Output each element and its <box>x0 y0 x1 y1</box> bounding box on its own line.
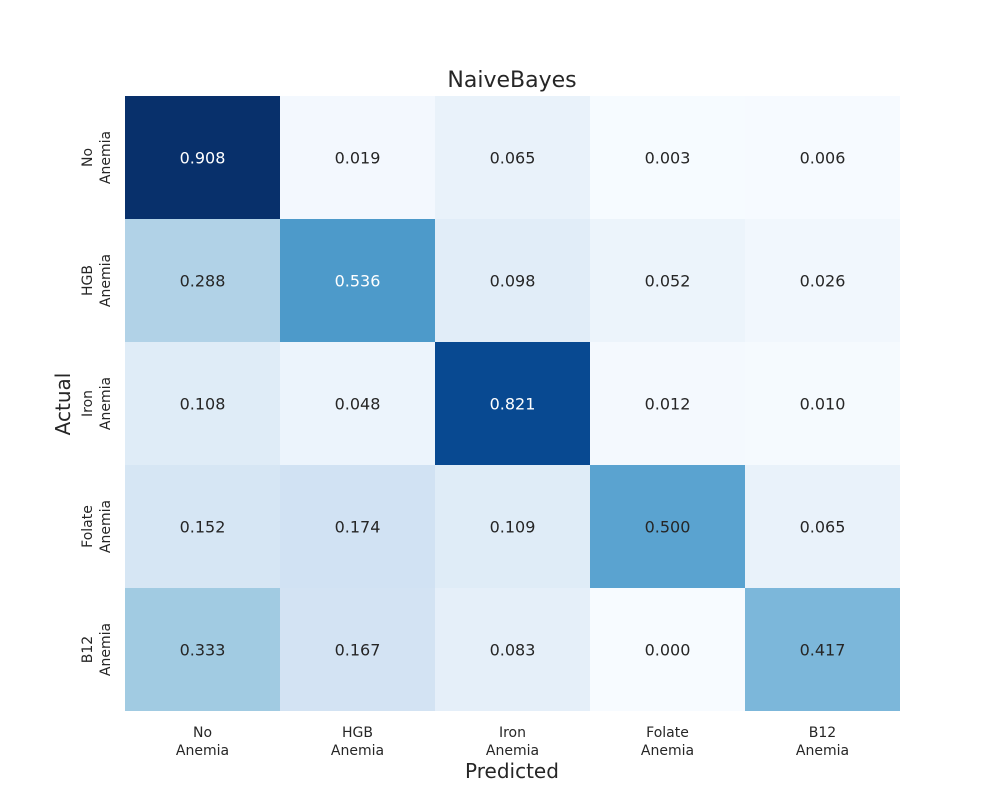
x-tick-label-1: HGB Anemia <box>331 725 384 759</box>
cell-value-label-r1-c2: 0.098 <box>490 272 536 291</box>
cell-value-label-r0-c0: 0.908 <box>180 149 226 168</box>
heatmap-cell-r1-c3 <box>590 219 745 342</box>
heatmap-cell-r4-c0 <box>125 588 280 711</box>
heatmap-cell-r3-c1 <box>280 465 435 588</box>
y-tick-labels: No Anemia HGB Anemia Iron Anemia Folate Anemia B… <box>80 131 114 676</box>
heatmap-cell-r0-c4 <box>745 96 900 219</box>
heatmap-cell-r1-c2 <box>435 219 590 342</box>
heatmap-cell-r4-c3 <box>590 588 745 711</box>
heatmap-cell-r2-c4 <box>745 342 900 465</box>
heatmap-cell-labels: 0.908 0.019 0.065 0.003 0.006 0.288 0.536 0.098… <box>180 149 846 660</box>
y-tick-label-0: No Anemia <box>80 131 114 184</box>
cell-value-label-r2-c3: 0.012 <box>645 395 691 414</box>
cell-value-label-r4-c3: 0.000 <box>645 641 691 660</box>
heatmap-cell-r3-c2 <box>435 465 590 588</box>
cell-value-label-r1-c1: 0.536 <box>335 272 381 291</box>
heatmap-cell-r4-c1 <box>280 588 435 711</box>
cell-value-label-r3-c2: 0.109 <box>490 518 536 537</box>
cell-value-label-r2-c4: 0.010 <box>800 395 846 414</box>
cell-value-label-r0-c2: 0.065 <box>490 149 536 168</box>
heatmap-cell-r4-c4 <box>745 588 900 711</box>
cell-value-label-r3-c3: 0.500 <box>645 518 691 537</box>
heatmap-cell-r1-c4 <box>745 219 900 342</box>
cell-value-label-r3-c0: 0.152 <box>180 518 226 537</box>
x-tick-label-3: Folate Anemia <box>641 725 694 759</box>
cell-value-label-r3-c4: 0.065 <box>800 518 846 537</box>
cell-value-label-r2-c0: 0.108 <box>180 395 226 414</box>
heatmap-cell-r4-c2 <box>435 588 590 711</box>
cell-value-label-r0-c3: 0.003 <box>645 149 691 168</box>
heatmap-cell-r0-c2 <box>435 96 590 219</box>
cell-value-label-r2-c2: 0.821 <box>490 395 536 414</box>
heatmap-cell-r3-c0 <box>125 465 280 588</box>
cell-value-label-r4-c0: 0.333 <box>180 641 226 660</box>
heatmap-cells <box>125 96 900 711</box>
cell-value-label-r4-c1: 0.167 <box>335 641 381 660</box>
y-tick-label-2: Iron Anemia <box>80 377 114 430</box>
y-tick-label-3: Folate Anemia <box>80 500 114 553</box>
heatmap-cell-r2-c3 <box>590 342 745 465</box>
cell-value-label-r3-c1: 0.174 <box>335 518 381 537</box>
heatmap-cell-r3-c4 <box>745 465 900 588</box>
cell-value-label-r0-c4: 0.006 <box>800 149 846 168</box>
y-axis-label: Actual <box>51 373 75 436</box>
cell-value-label-r2-c1: 0.048 <box>335 395 381 414</box>
heatmap-cell-r3-c3 <box>590 465 745 588</box>
x-tick-label-4: B12 Anemia <box>796 725 849 759</box>
y-tick-label-4: B12 Anemia <box>80 623 114 676</box>
cell-value-label-r1-c0: 0.288 <box>180 272 226 291</box>
cell-value-label-r1-c3: 0.052 <box>645 272 691 291</box>
heatmap-cell-r2-c0 <box>125 342 280 465</box>
x-tick-labels: No Anemia HGB Anemia Iron Anemia Folate Anemia B… <box>176 725 849 759</box>
chart-title: NaiveBayes <box>447 68 576 93</box>
heatmap-cell-r1-c0 <box>125 219 280 342</box>
heatmap-cell-r2-c2 <box>435 342 590 465</box>
cell-value-label-r4-c4: 0.417 <box>800 641 846 660</box>
cell-value-label-r0-c1: 0.019 <box>335 149 381 168</box>
heatmap-cell-r1-c1 <box>280 219 435 342</box>
y-tick-label-1: HGB Anemia <box>80 254 114 307</box>
cell-value-label-r4-c2: 0.083 <box>490 641 536 660</box>
heatmap-cell-r0-c1 <box>280 96 435 219</box>
x-tick-label-0: No Anemia <box>176 725 229 759</box>
x-tick-label-2: Iron Anemia <box>486 725 539 759</box>
heatmap-cell-r0-c3 <box>590 96 745 219</box>
cell-value-label-r1-c4: 0.026 <box>800 272 846 291</box>
x-axis-label: Predicted <box>465 759 559 783</box>
heatmap-cell-r0-c0 <box>125 96 280 219</box>
heatmap-cell-r2-c1 <box>280 342 435 465</box>
